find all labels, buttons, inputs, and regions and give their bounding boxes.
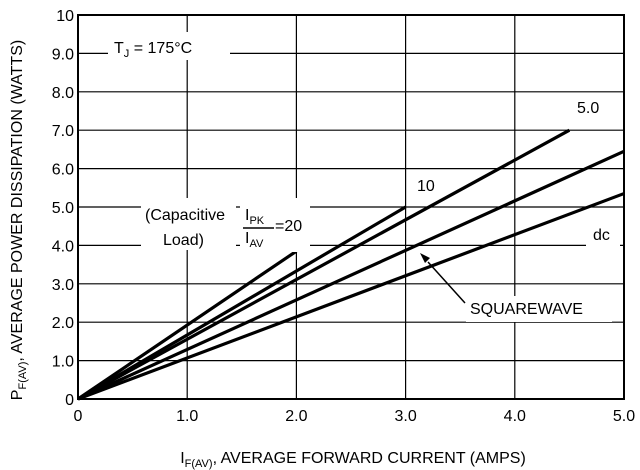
squarewave-arrowhead	[420, 253, 430, 263]
y-tick-label: 9.0	[52, 46, 74, 63]
squarewave-pointer-line	[427, 261, 466, 304]
x-axis-title: IF(AV), AVERAGE FORWARD CURRENT (AMPS)	[180, 450, 526, 470]
y-tick-label: 5.0	[52, 200, 74, 217]
tj-label: TJ = 175°C	[114, 40, 192, 60]
x-tick-label: 3.0	[394, 408, 416, 425]
series-label-5: 5.0	[577, 100, 599, 117]
series-label-squarewave: SQUAREWAVE	[470, 301, 583, 318]
series-label-dc: dc	[593, 227, 610, 244]
series-label-10: 10	[417, 178, 435, 195]
x-tick-label: 5.0	[613, 408, 635, 425]
y-tick-label: 6.0	[52, 162, 74, 179]
series-line-squarewave	[77, 149, 625, 401]
series-line-20	[77, 249, 298, 401]
x-tick-label: 0	[74, 408, 83, 425]
y-tick-label: 3.0	[52, 277, 74, 294]
label-squarewave-bg	[466, 296, 612, 322]
tick-label-layer: 0 1.0 2.0 3.0 4.0 5.0 0 1.0 2.0 3.0 4.0 5.0 6.0 7.0 8.…	[52, 8, 635, 425]
y-tick-label: 10	[56, 8, 74, 25]
x-tick-label: 2.0	[285, 408, 307, 425]
capacitive-label-line2: Load)	[163, 232, 204, 249]
series-layer	[77, 128, 625, 401]
y-tick-label: 1.0	[52, 354, 74, 371]
tj-label-bg	[108, 32, 230, 60]
series-line-5-0	[77, 128, 571, 401]
y-tick-label: 2.0	[52, 315, 74, 332]
ratio-value: =20	[275, 218, 302, 235]
y-tick-label: 0	[65, 392, 74, 409]
ratio-denominator: IAV	[245, 230, 264, 250]
x-tick-label: 4.0	[504, 408, 526, 425]
y-tick-label: 7.0	[52, 123, 74, 140]
y-tick-label: 8.0	[52, 85, 74, 102]
y-tick-label: 4.0	[52, 238, 74, 255]
annotations: TJ = 175°C (Capacitive Load) IPK IAV =20…	[108, 32, 620, 322]
label-5-bg	[572, 96, 610, 120]
series-line-10	[77, 205, 407, 401]
label-dc-bg	[586, 222, 620, 248]
series-line-dc	[77, 192, 625, 401]
capacitive-label-line1: (Capacitive	[145, 207, 225, 224]
ratio-label-bg	[240, 198, 310, 252]
label-10-bg	[410, 174, 440, 198]
plot-frame	[77, 14, 625, 400]
y-axis-title: PF(AV), AVERAGE POWER DISSIPATION (WATTS…	[9, 40, 29, 400]
ratio-numerator: IPK	[245, 207, 265, 227]
x-tick-label: 1.0	[176, 408, 198, 425]
capacitive-label-bg	[141, 198, 236, 250]
